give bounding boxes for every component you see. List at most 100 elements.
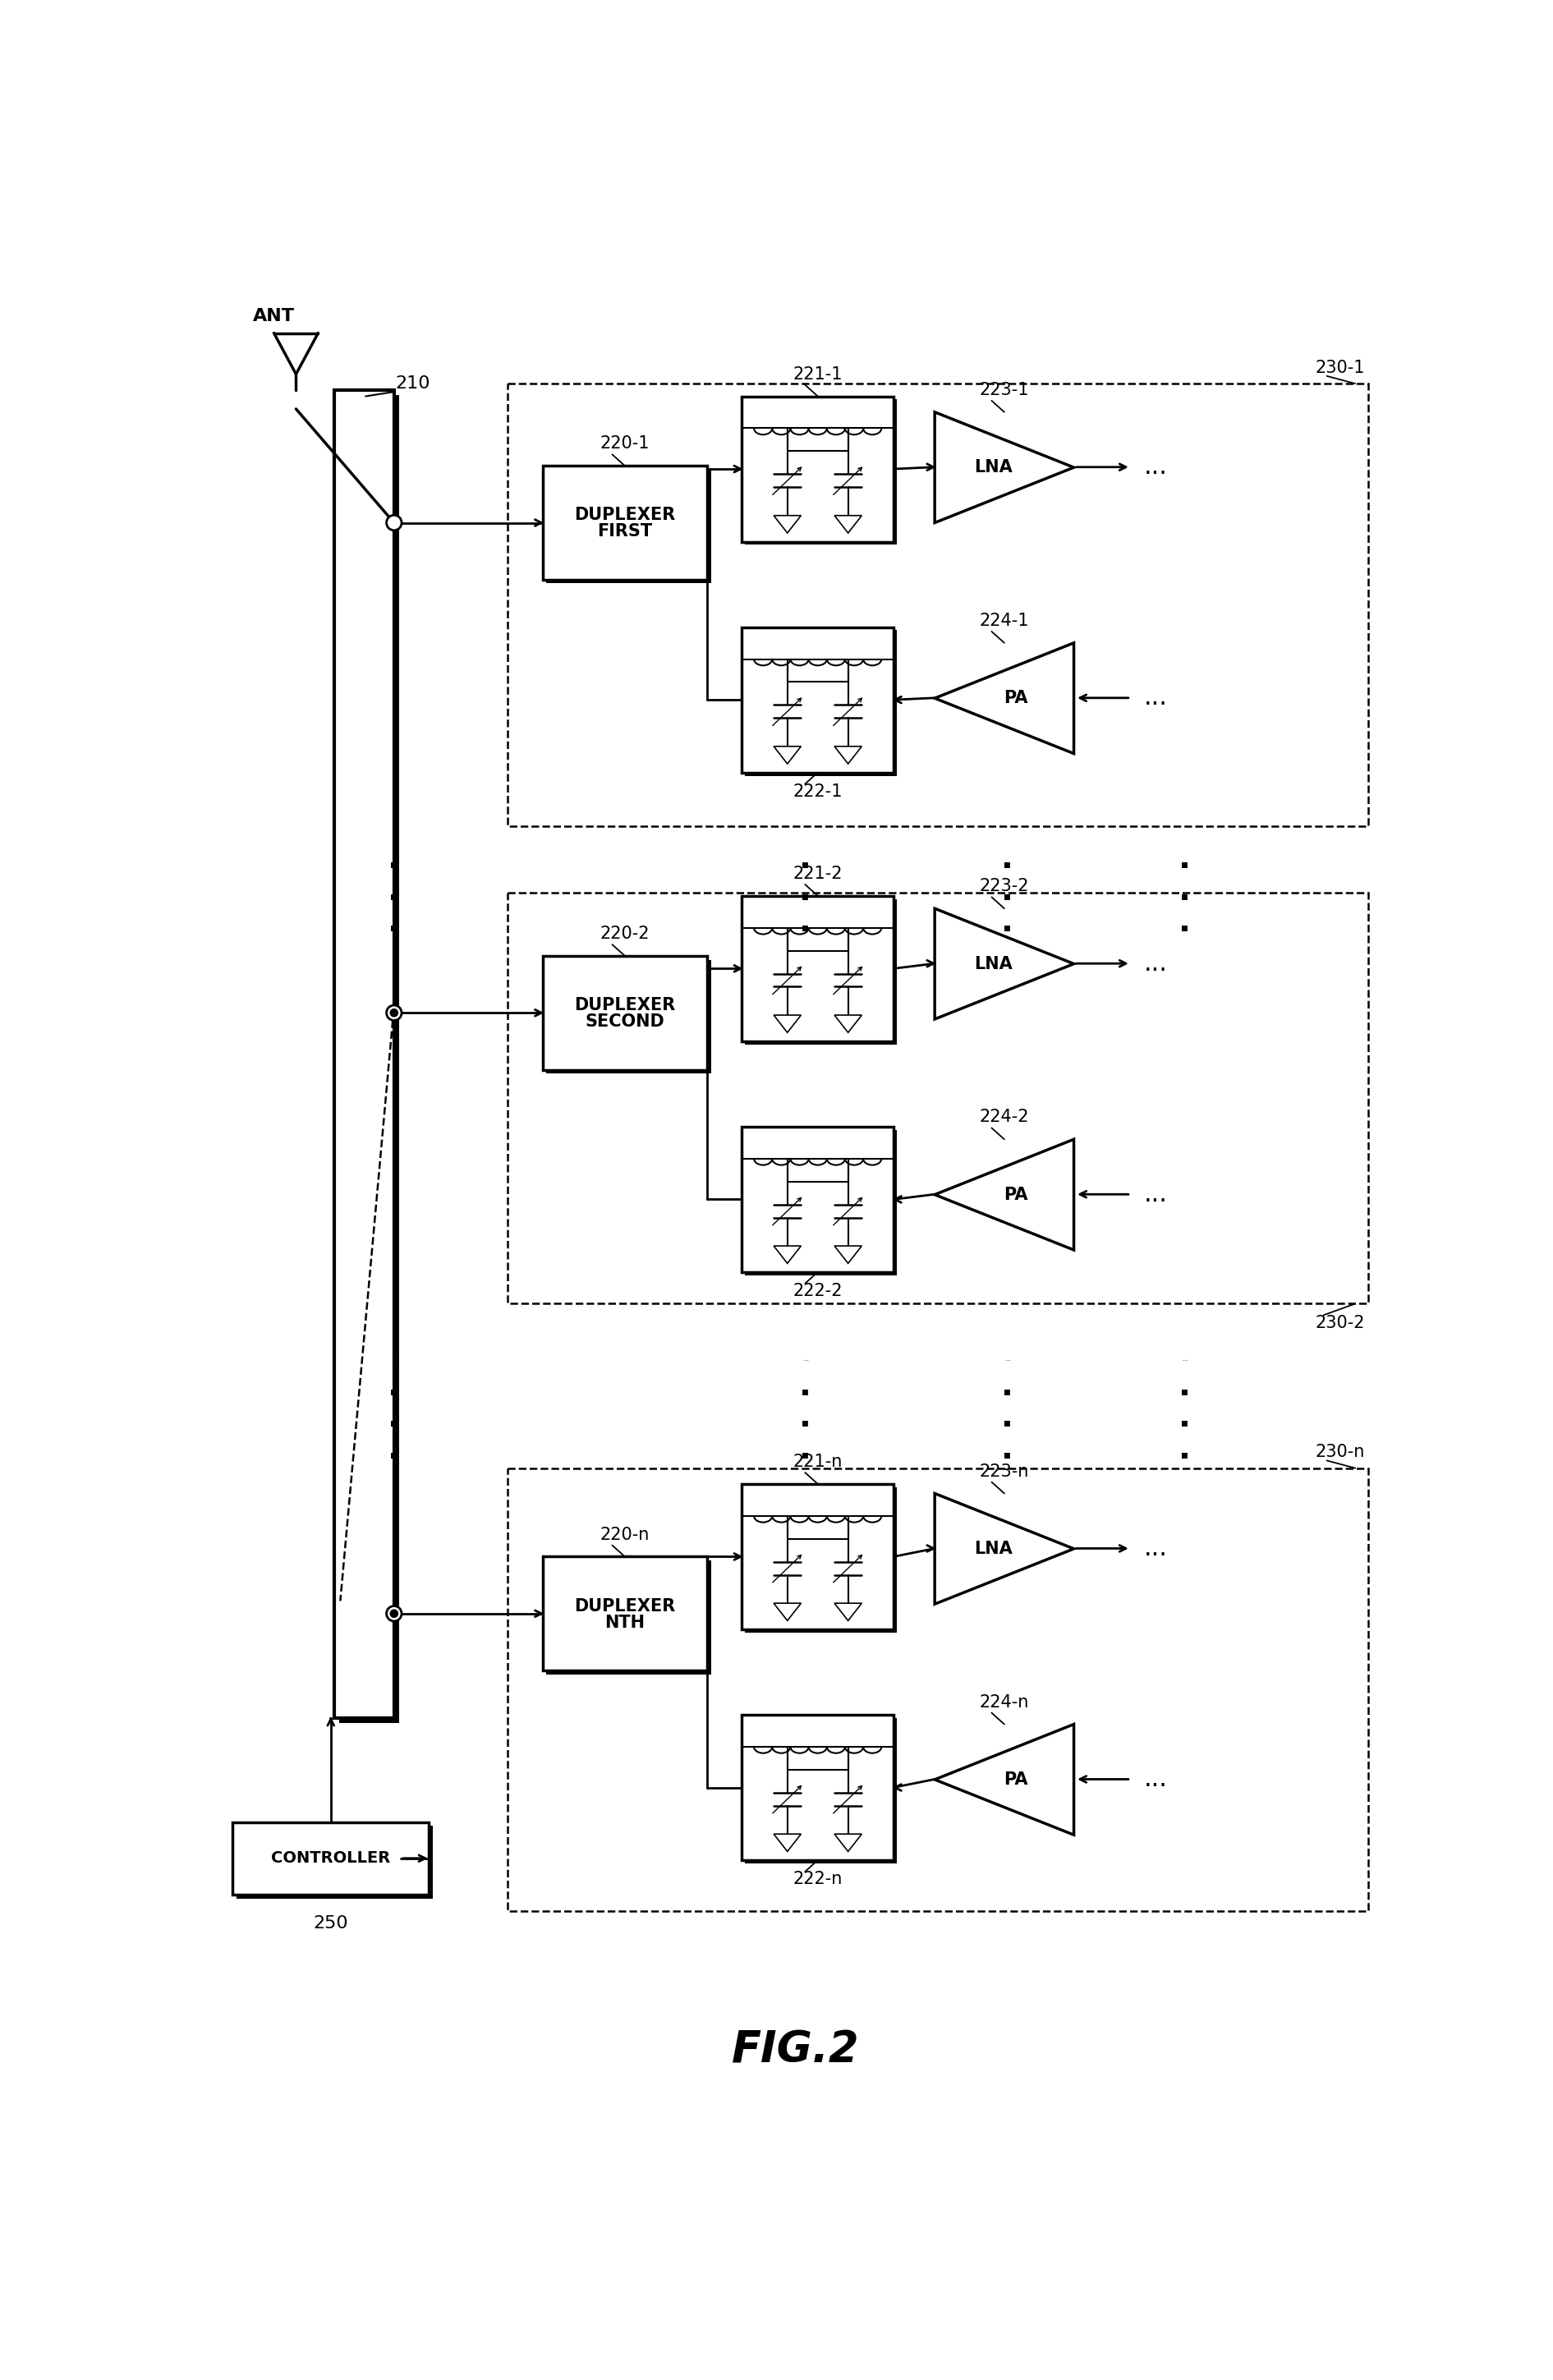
Bar <box>745 1130 896 1276</box>
Polygon shape <box>773 1245 801 1264</box>
Text: 224-1: 224-1 <box>980 612 1030 628</box>
Text: .: . <box>388 907 401 938</box>
Text: .: . <box>798 876 811 907</box>
Circle shape <box>390 1009 398 1016</box>
Text: ...: ... <box>1145 1537 1168 1561</box>
Text: .: . <box>1179 843 1191 876</box>
Text: LNA: LNA <box>974 459 1013 476</box>
Text: .: . <box>798 843 811 876</box>
Text: 224-2: 224-2 <box>980 1109 1030 1126</box>
Text: FIRST: FIRST <box>598 524 652 540</box>
Bar <box>742 1714 893 1861</box>
Bar <box>508 892 1368 1304</box>
Text: .: . <box>1002 876 1014 907</box>
Circle shape <box>387 514 402 531</box>
Bar <box>742 395 893 543</box>
Text: .: . <box>1002 1402 1014 1433</box>
Text: PA: PA <box>1003 1771 1028 1787</box>
Bar <box>547 469 711 583</box>
Text: ...: ... <box>1145 1183 1168 1207</box>
Text: PA: PA <box>1003 1185 1028 1202</box>
Text: DUPLEXER: DUPLEXER <box>575 997 676 1014</box>
Text: LNA: LNA <box>974 957 1013 971</box>
Text: NTH: NTH <box>604 1614 644 1630</box>
Text: 210: 210 <box>396 376 430 393</box>
Text: CONTROLLER: CONTROLLER <box>272 1852 390 1866</box>
Polygon shape <box>834 1245 862 1264</box>
Text: .: . <box>388 1402 401 1433</box>
Text: .: . <box>1179 907 1191 938</box>
Polygon shape <box>935 1140 1073 1250</box>
Text: 230-1: 230-1 <box>1315 359 1365 376</box>
Text: DUPLEXER: DUPLEXER <box>575 1597 676 1614</box>
Text: .: . <box>798 1433 811 1464</box>
Bar <box>233 1823 429 1894</box>
Text: 224-n: 224-n <box>980 1695 1030 1711</box>
Text: ⋯: ⋯ <box>1005 1359 1011 1364</box>
Bar <box>547 1561 711 1673</box>
Polygon shape <box>773 516 801 533</box>
Circle shape <box>387 1004 402 1021</box>
Polygon shape <box>935 1723 1073 1835</box>
Polygon shape <box>935 1492 1073 1604</box>
Text: .: . <box>798 1402 811 1433</box>
Text: ⋯: ⋯ <box>803 1359 808 1364</box>
Polygon shape <box>834 1835 862 1852</box>
Bar <box>508 1468 1368 1911</box>
Polygon shape <box>935 643 1073 754</box>
Text: ...: ... <box>1145 685 1168 709</box>
Text: ANT: ANT <box>253 307 295 324</box>
Text: 223-1: 223-1 <box>980 381 1030 397</box>
Text: 230-2: 230-2 <box>1315 1314 1365 1330</box>
Polygon shape <box>773 1835 801 1852</box>
Text: .: . <box>1179 876 1191 907</box>
Text: .: . <box>1002 1371 1014 1402</box>
Text: .: . <box>1002 843 1014 876</box>
Bar <box>745 900 896 1045</box>
Text: ...: ... <box>1145 1768 1168 1792</box>
Bar <box>542 957 707 1069</box>
Text: .: . <box>388 876 401 907</box>
Text: SECOND: SECOND <box>585 1014 665 1031</box>
Text: .: . <box>1179 1402 1191 1433</box>
Text: .: . <box>388 1433 401 1464</box>
Text: 223-2: 223-2 <box>980 878 1030 895</box>
Text: 220-n: 220-n <box>599 1526 649 1542</box>
Text: .: . <box>1002 1433 1014 1464</box>
Polygon shape <box>935 412 1073 524</box>
Text: .: . <box>798 907 811 938</box>
Text: 222-2: 222-2 <box>794 1283 843 1299</box>
Bar <box>236 1825 433 1899</box>
Bar <box>508 383 1368 826</box>
Bar <box>745 631 896 776</box>
Text: .: . <box>1179 1371 1191 1402</box>
Text: ...: ... <box>1145 952 1168 976</box>
Text: 222-n: 222-n <box>794 1871 843 1887</box>
Text: 220-1: 220-1 <box>599 436 649 452</box>
Text: .: . <box>798 1371 811 1402</box>
Bar <box>542 466 707 581</box>
Polygon shape <box>834 1016 862 1033</box>
Text: 220-2: 220-2 <box>599 926 649 942</box>
Polygon shape <box>834 747 862 764</box>
Polygon shape <box>935 909 1073 1019</box>
Text: ⋯: ⋯ <box>1182 1359 1188 1364</box>
Text: .: . <box>1002 907 1014 938</box>
Text: FIG.2: FIG.2 <box>731 2028 859 2071</box>
Text: 223-n: 223-n <box>980 1464 1030 1480</box>
Circle shape <box>390 1609 398 1618</box>
Bar <box>742 1126 893 1271</box>
Text: LNA: LNA <box>974 1540 1013 1557</box>
Bar <box>339 395 399 1723</box>
Text: DUPLEXER: DUPLEXER <box>575 507 676 524</box>
Polygon shape <box>834 516 862 533</box>
Text: 250: 250 <box>314 1916 348 1933</box>
Text: .: . <box>1179 1433 1191 1464</box>
Bar <box>742 895 893 1042</box>
Text: 221-n: 221-n <box>794 1454 843 1471</box>
Bar <box>742 1485 893 1630</box>
Polygon shape <box>773 1016 801 1033</box>
Bar <box>745 400 896 545</box>
Bar <box>745 1488 896 1633</box>
Text: 221-2: 221-2 <box>794 866 843 883</box>
